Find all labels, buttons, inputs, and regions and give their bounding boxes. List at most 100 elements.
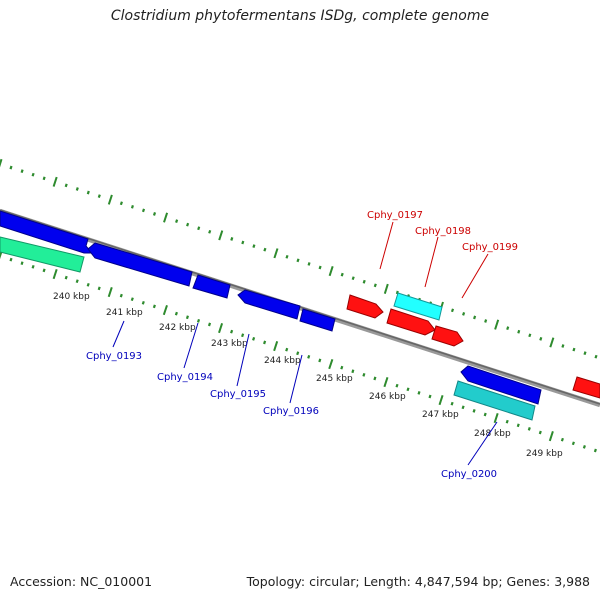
gene-feature-cphy-0198[interactable] — [393, 292, 443, 321]
minor-tick — [97, 286, 101, 291]
minor-tick — [594, 354, 598, 359]
minor-tick — [527, 427, 531, 431]
minor-tick — [340, 272, 344, 277]
scale-label: 247 kbp — [422, 410, 459, 420]
gene-feature-cphy-0194[interactable] — [192, 274, 231, 299]
minor-tick — [230, 237, 234, 241]
gene-label-cphy-0197[interactable]: Cphy_0197 — [367, 210, 423, 221]
minor-tick — [461, 405, 465, 410]
major-tick — [162, 304, 168, 316]
leader-line — [461, 253, 489, 299]
minor-tick — [9, 257, 13, 262]
major-tick — [494, 319, 500, 330]
minor-tick — [97, 194, 101, 198]
gene-feature-red-forward[interactable] — [386, 308, 436, 336]
major-tick — [218, 230, 224, 241]
major-tick — [0, 250, 3, 260]
minor-tick — [75, 279, 79, 284]
minor-tick — [517, 329, 521, 334]
minor-tick — [208, 229, 212, 234]
gene-label-cphy-0200[interactable]: Cphy_0200 — [441, 469, 497, 480]
gene-feature-cphy-0197[interactable] — [346, 294, 384, 319]
major-tick — [163, 212, 169, 223]
gene-feature-spring[interactable] — [0, 236, 85, 273]
gene-labels: Cphy_0193 Cphy_0194 Cphy_0195 Cphy_0196 … — [86, 210, 518, 480]
minor-tick — [572, 347, 576, 352]
leader-line — [236, 333, 250, 387]
minor-tick — [296, 258, 300, 263]
major-tick — [52, 268, 58, 280]
accession-text: Accession: NC_010001 — [10, 574, 153, 589]
gene-feature-cphy-0196[interactable] — [299, 308, 336, 332]
major-tick — [438, 394, 444, 406]
scale-label: 241 kbp — [106, 308, 143, 318]
minor-tick — [428, 394, 432, 399]
minor-tick — [528, 333, 532, 338]
minor-tick — [197, 226, 201, 231]
gene-label-cphy-0195[interactable]: Cphy_0195 — [210, 389, 266, 400]
minor-tick — [539, 336, 543, 341]
minor-tick — [241, 333, 245, 338]
minor-tick — [307, 262, 311, 266]
minor-tick — [571, 441, 575, 446]
gene-feature-cphy-0193[interactable] — [87, 242, 193, 287]
minor-tick — [362, 372, 366, 377]
minor-tick — [64, 275, 68, 280]
minor-tick — [538, 430, 542, 435]
scale-label: 240 kbp — [53, 292, 90, 302]
gene-feature-teal[interactable] — [453, 380, 536, 421]
minor-tick — [462, 312, 466, 316]
minor-tick — [152, 304, 156, 309]
gene-feature-cphy-0200[interactable] — [460, 365, 542, 405]
minor-tick — [395, 383, 399, 388]
minor-tick — [141, 208, 146, 213]
minor-tick — [450, 308, 455, 313]
gene-label-cphy-0194[interactable]: Cphy_0194 — [157, 372, 213, 383]
minor-tick — [472, 409, 476, 413]
label-leaders — [112, 221, 498, 466]
minor-tick — [406, 387, 410, 392]
minor-tick — [119, 293, 123, 298]
leader-line — [424, 236, 439, 288]
gene-feature-red-forward-small[interactable] — [431, 325, 464, 347]
map-title: Clostridium phytofermentans ISDg, comple… — [110, 8, 490, 24]
minor-tick — [207, 322, 212, 327]
scale-label: 242 kbp — [159, 323, 196, 333]
leader-line — [379, 221, 394, 270]
minor-tick — [417, 391, 421, 395]
minor-tick — [351, 369, 355, 374]
minor-tick — [186, 222, 190, 227]
minor-tick — [373, 283, 377, 288]
gene-label-cphy-0196[interactable]: Cphy_0196 — [263, 406, 319, 417]
inner-tick-track — [0, 250, 597, 453]
minor-tick — [141, 300, 145, 305]
minor-tick — [174, 311, 178, 316]
minor-tick — [252, 244, 256, 248]
minor-tick — [241, 240, 245, 245]
minor-tick — [583, 351, 587, 356]
minor-tick — [152, 212, 157, 216]
minor-tick — [473, 315, 477, 320]
scale-labels: 240 kbp 241 kbp 242 kbp 243 kbp 244 kbp … — [53, 292, 563, 459]
minor-tick — [42, 268, 46, 273]
minor-tick — [505, 419, 509, 424]
minor-tick — [362, 279, 366, 284]
gene-feature-red-edge[interactable] — [572, 376, 600, 399]
minor-tick — [318, 265, 322, 270]
minor-tick — [252, 336, 256, 341]
minor-tick — [560, 437, 564, 442]
minor-tick — [263, 340, 267, 345]
genome-summary-text: Topology: circular; Length: 4,847,594 bp… — [246, 574, 590, 589]
gene-label-cphy-0193[interactable]: Cphy_0193 — [86, 351, 142, 362]
leader-line — [183, 322, 199, 369]
minor-tick — [263, 247, 267, 252]
gene-label-cphy-0199[interactable]: Cphy_0199 — [462, 242, 518, 253]
minor-tick — [296, 351, 300, 356]
minor-tick — [31, 172, 35, 177]
minor-tick — [373, 376, 377, 381]
minor-tick — [196, 318, 201, 323]
major-tick — [548, 430, 554, 442]
gene-label-cphy-0198[interactable]: Cphy_0198 — [415, 226, 471, 237]
minor-tick — [230, 329, 234, 334]
gene-feature-cphy-0195[interactable] — [237, 289, 301, 320]
